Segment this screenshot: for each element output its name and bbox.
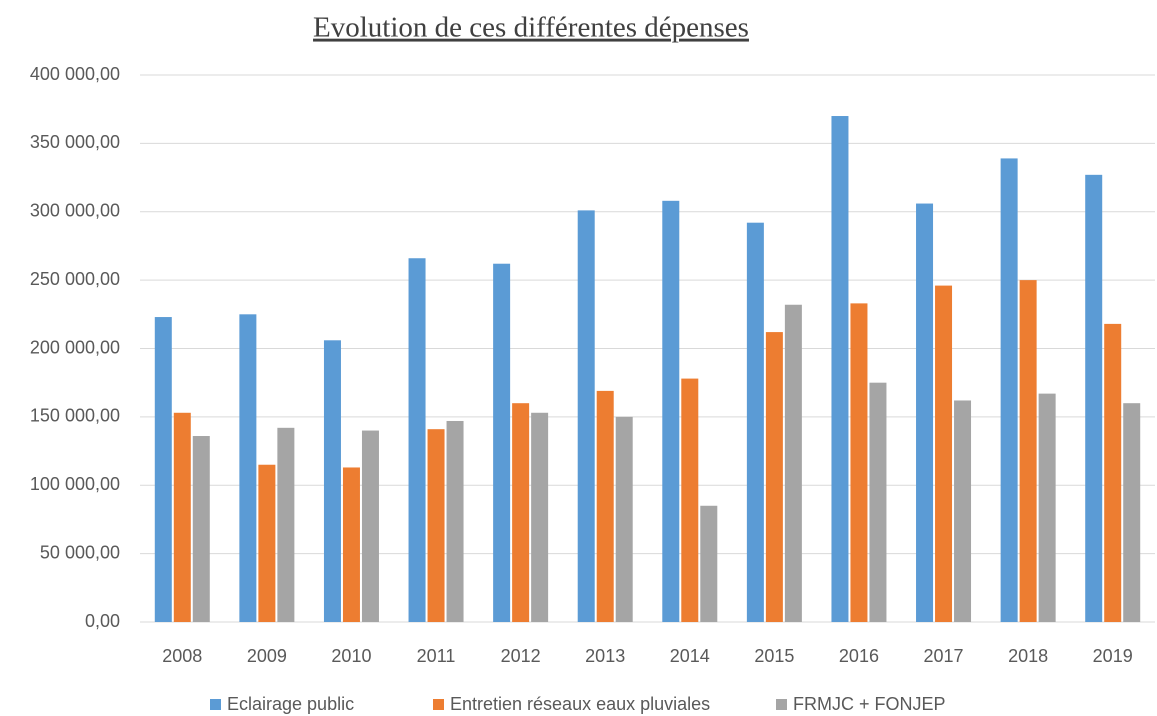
legend-swatch [433,699,444,710]
bar [1104,323,1122,622]
bar [869,382,887,622]
bar [1038,393,1056,622]
x-tick-label: 2018 [1008,646,1048,666]
y-tick-label: 50 000,00 [40,542,120,562]
bar [408,258,426,622]
x-tick-label: 2017 [924,646,964,666]
x-tick-label: 2008 [162,646,202,666]
y-tick-label: 150 000,00 [30,406,120,426]
x-tick-label: 2019 [1093,646,1133,666]
x-tick-label: 2016 [839,646,879,666]
bar [831,116,849,623]
y-tick-label: 350 000,00 [30,132,120,152]
bar [700,505,718,622]
bar [446,420,464,622]
legend-swatch [210,699,221,710]
bar [277,427,295,622]
legend-label: Entretien réseaux eaux pluviales [450,694,710,714]
bar [954,400,972,622]
bar [615,416,633,622]
x-tick-label: 2013 [585,646,625,666]
x-tick-label: 2010 [331,646,371,666]
bar [746,222,764,622]
y-tick-label: 100 000,00 [30,474,120,494]
bar [662,200,680,622]
bar [239,314,257,622]
x-tick-label: 2014 [670,646,710,666]
bar [512,403,530,622]
y-tick-label: 400 000,00 [30,64,120,84]
bar [531,412,549,622]
bar [850,303,868,622]
x-tick-label: 2011 [417,646,456,666]
legend-swatch [776,699,787,710]
bar [1000,158,1018,623]
bar [342,467,360,622]
bar [493,263,511,622]
bar [1123,403,1141,622]
bar [784,304,802,622]
bar [577,210,595,622]
bar [1085,174,1103,622]
y-tick-label: 200 000,00 [30,337,120,357]
legend-label: Eclairage public [227,694,354,714]
bar [258,464,276,622]
bar [323,340,341,622]
bar [765,332,783,622]
bar [596,390,614,622]
y-tick-label: 0,00 [85,611,120,631]
x-tick-label: 2015 [754,646,794,666]
y-tick-label: 300 000,00 [30,201,120,221]
bar [154,317,172,622]
legend-label: FRMJC + FONJEP [793,694,946,714]
bar [361,430,379,622]
chart-title: Evolution de ces différentes dépenses [313,12,749,44]
y-tick-label: 250 000,00 [30,269,120,289]
bar [427,429,445,622]
x-tick-label: 2012 [501,646,541,666]
bar [935,285,953,622]
bar [173,412,191,622]
bar [681,378,699,622]
x-tick-label: 2009 [247,646,287,666]
bar [1019,280,1037,622]
bar [916,203,934,623]
bar [192,436,210,622]
